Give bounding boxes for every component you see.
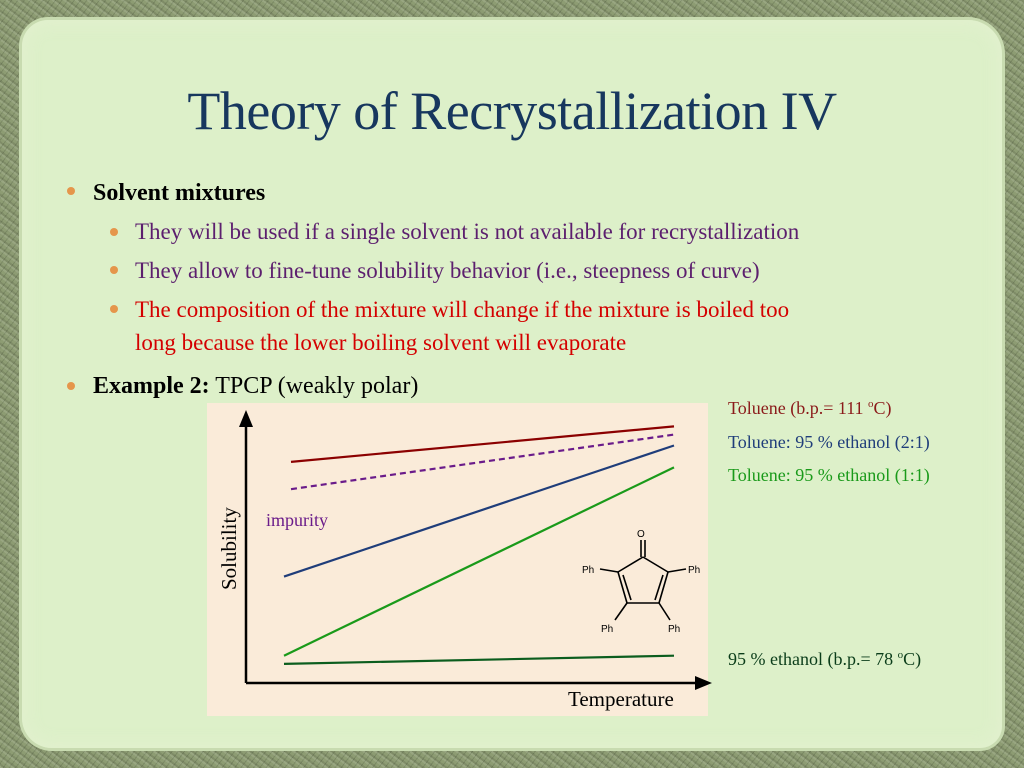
legend-ethanol-text: 95 % ethanol (b.p.= 78 <box>728 649 898 669</box>
bullet-solvent-mixtures: Solvent mixtures <box>93 180 266 206</box>
bullet-marker <box>67 187 75 195</box>
bullet-fine-tune: They allow to fine-tune solubility behav… <box>135 258 760 283</box>
bullet-marker <box>110 228 118 236</box>
legend-toluene: Toluene (b.p.= 111 oC) <box>728 398 892 419</box>
bullet-marker <box>67 382 75 390</box>
slide-title: Theory of Recrystallization IV <box>187 81 837 141</box>
legend-toluene-ethanol-1-1: Toluene: 95 % ethanol (1:1) <box>728 465 930 485</box>
legend-ethanol-degree: o <box>897 649 904 661</box>
bullet-marker <box>110 305 118 313</box>
bullet-single-solvent: They will be used if a single solvent is… <box>135 219 800 244</box>
legend-toluene-degree: o <box>868 398 874 410</box>
bullet-composition-line2: long because the lower boiling solvent w… <box>135 330 627 355</box>
legend-toluene-text: Toluene (b.p.= 111 <box>728 398 869 418</box>
bullet-composition-line1: The composition of the mixture will chan… <box>135 297 790 322</box>
legend-toluene-tail: C) <box>873 398 892 418</box>
legend-ethanol-tail: C) <box>903 649 922 669</box>
legend-toluene-ethanol-2-1: Toluene: 95 % ethanol (2:1) <box>728 432 930 452</box>
legend-ethanol: 95 % ethanol (b.p.= 78 oC) <box>728 649 921 670</box>
example-text: TPCP (weakly polar) <box>209 373 419 399</box>
bullet-marker <box>110 266 118 274</box>
chart-area <box>207 403 708 716</box>
bullet-example-2: Example 2: TPCP (weakly polar) <box>93 370 418 402</box>
example-label: Example 2: <box>93 373 210 399</box>
